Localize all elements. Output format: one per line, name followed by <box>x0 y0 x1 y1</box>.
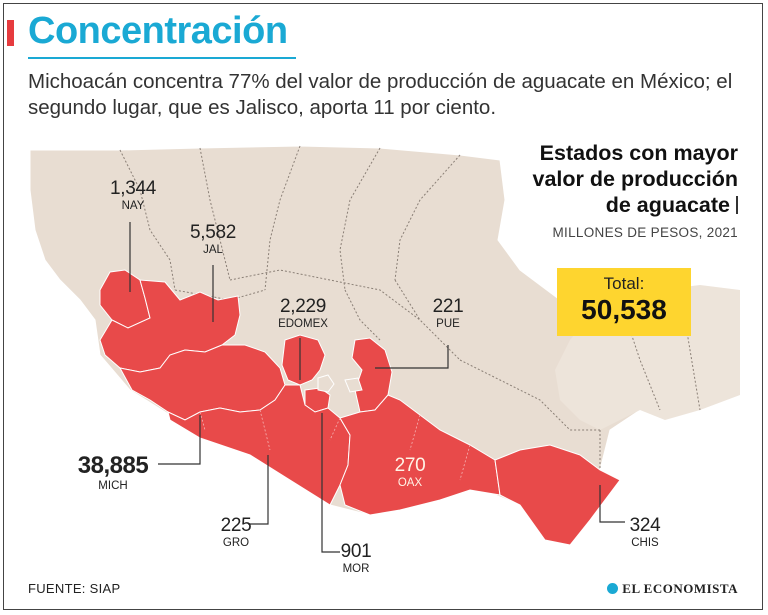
value-mor: 901 <box>340 541 372 562</box>
page-title: Concentración <box>28 10 288 52</box>
value-edomex: 2,229 <box>279 296 327 317</box>
value-nay: 1,344 <box>109 178 157 199</box>
heading-separator <box>736 196 738 214</box>
value-oax: 270 <box>394 455 426 476</box>
label-jal: 5,582 JAL <box>186 222 240 256</box>
logo-icon <box>607 583 619 594</box>
sub-borders <box>199 409 471 481</box>
abbr-mor: MOR <box>342 563 370 575</box>
total-label: Total: <box>603 274 645 293</box>
label-chis: 324 CHIS <box>626 515 664 549</box>
value-mich: 38,885 <box>77 452 149 479</box>
source-note: FUENTE: SIAP <box>28 581 121 596</box>
label-mich: 38,885 MICH <box>72 452 154 492</box>
label-edomex: 2,229 EDOMEX <box>272 296 334 330</box>
title-accent-bar <box>7 20 14 46</box>
state-edomex <box>281 334 326 386</box>
state-chis <box>494 444 621 546</box>
heading-line-1: Estados con mayor <box>539 141 738 165</box>
abbr-nay: NAY <box>121 200 145 212</box>
total-value: 50,538 <box>581 294 667 325</box>
producing-states <box>99 269 621 546</box>
label-mor: 901 MOR <box>338 541 374 575</box>
units-label: MILLONES DE PESOS, 2021 <box>552 225 738 240</box>
value-jal: 5,582 <box>189 222 237 243</box>
heading-line-2: valor de producción <box>532 167 738 191</box>
subtitle: Michoacán concentra 77% del valor de pro… <box>28 70 733 119</box>
label-pue: 221 PUE <box>430 296 466 330</box>
legend-heading: Estados con mayor valor de producción de… <box>533 140 738 218</box>
abbr-pue: PUE <box>436 318 460 330</box>
abbr-edomex: EDOMEX <box>278 318 328 330</box>
abbr-jal: JAL <box>203 244 223 256</box>
total-box: Total: 50,538 <box>557 268 691 336</box>
value-gro: 225 <box>220 515 252 536</box>
value-pue: 221 <box>432 296 464 317</box>
cdmx-hole <box>317 374 335 393</box>
title-underline <box>28 57 296 59</box>
label-oax: 270 OAX <box>390 455 430 489</box>
abbr-mich: MICH <box>98 480 128 492</box>
label-nay: 1,344 NAY <box>108 178 158 212</box>
label-gro: 225 GRO <box>218 515 254 549</box>
publisher-logo: EL ECONOMISTA <box>607 581 738 597</box>
abbr-oax: OAX <box>397 477 423 489</box>
value-chis: 324 <box>629 515 661 536</box>
leader-lines <box>129 222 625 553</box>
state-gro <box>167 384 351 506</box>
abbr-chis: CHIS <box>631 537 659 549</box>
tlax-hole <box>344 377 363 393</box>
abbr-gro: GRO <box>222 537 250 549</box>
logo-text: EL ECONOMISTA <box>622 581 738 596</box>
heading-line-3: de aguacate <box>605 193 730 217</box>
